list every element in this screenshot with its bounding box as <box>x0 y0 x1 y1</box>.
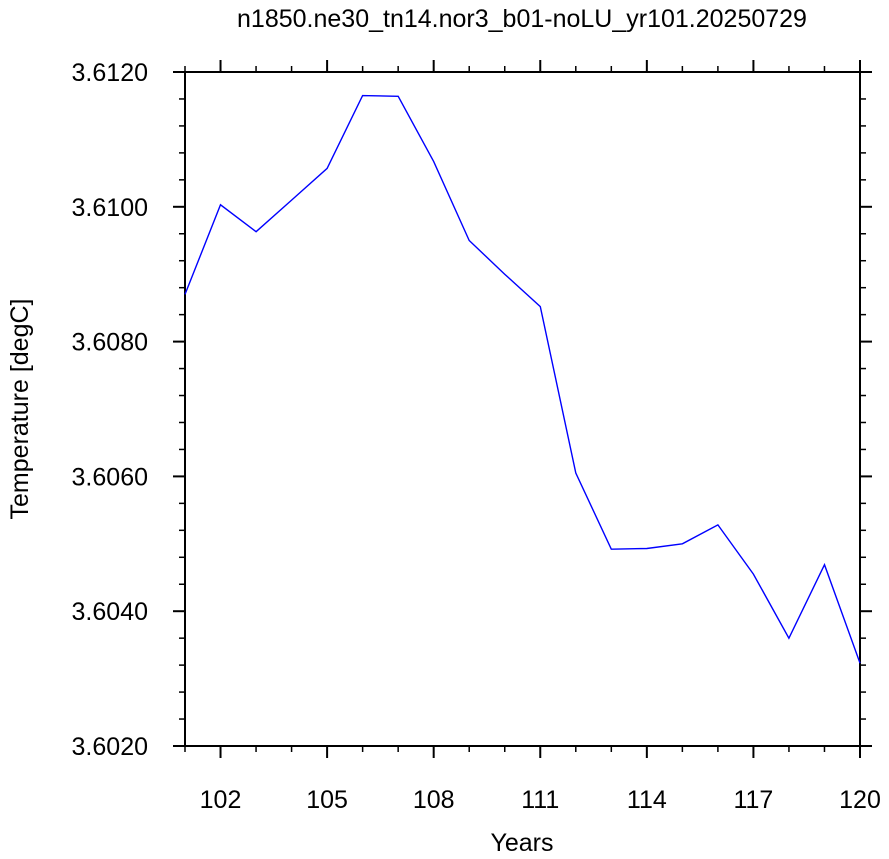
x-tick-label: 117 <box>733 786 773 814</box>
y-tick-label: 3.6040 <box>72 598 148 626</box>
x-tick-label: 114 <box>627 786 667 814</box>
axis-ticks <box>173 60 872 758</box>
x-tick-label: 105 <box>306 786 348 814</box>
series-group <box>184 94 861 664</box>
x-tick-label: 102 <box>200 786 242 814</box>
chart-title: n1850.ne30_tn14.nor3_b01-noLU_yr101.2025… <box>237 5 807 33</box>
y-tick-label: 3.6080 <box>72 329 148 357</box>
x-axis-label: Years <box>490 829 553 857</box>
x-tick-label: 111 <box>521 786 559 814</box>
plot-frame <box>184 71 861 747</box>
y-axis-label: Temperature [degC] <box>6 299 34 520</box>
series-line <box>184 94 861 664</box>
x-tick-label: 120 <box>839 786 881 814</box>
y-tick-label: 3.6020 <box>72 733 148 761</box>
y-tick-label: 3.6120 <box>72 59 148 87</box>
x-tick-labels: 102 105 108 111 114 117 120 <box>200 786 881 814</box>
y-tick-labels: 3.6020 3.6040 3.6060 3.6080 3.6100 3.6120 <box>72 59 148 761</box>
plot-border <box>184 71 861 747</box>
x-tick-label: 108 <box>413 786 455 814</box>
y-tick-label: 3.6060 <box>72 463 148 491</box>
y-tick-label: 3.6100 <box>72 194 148 222</box>
